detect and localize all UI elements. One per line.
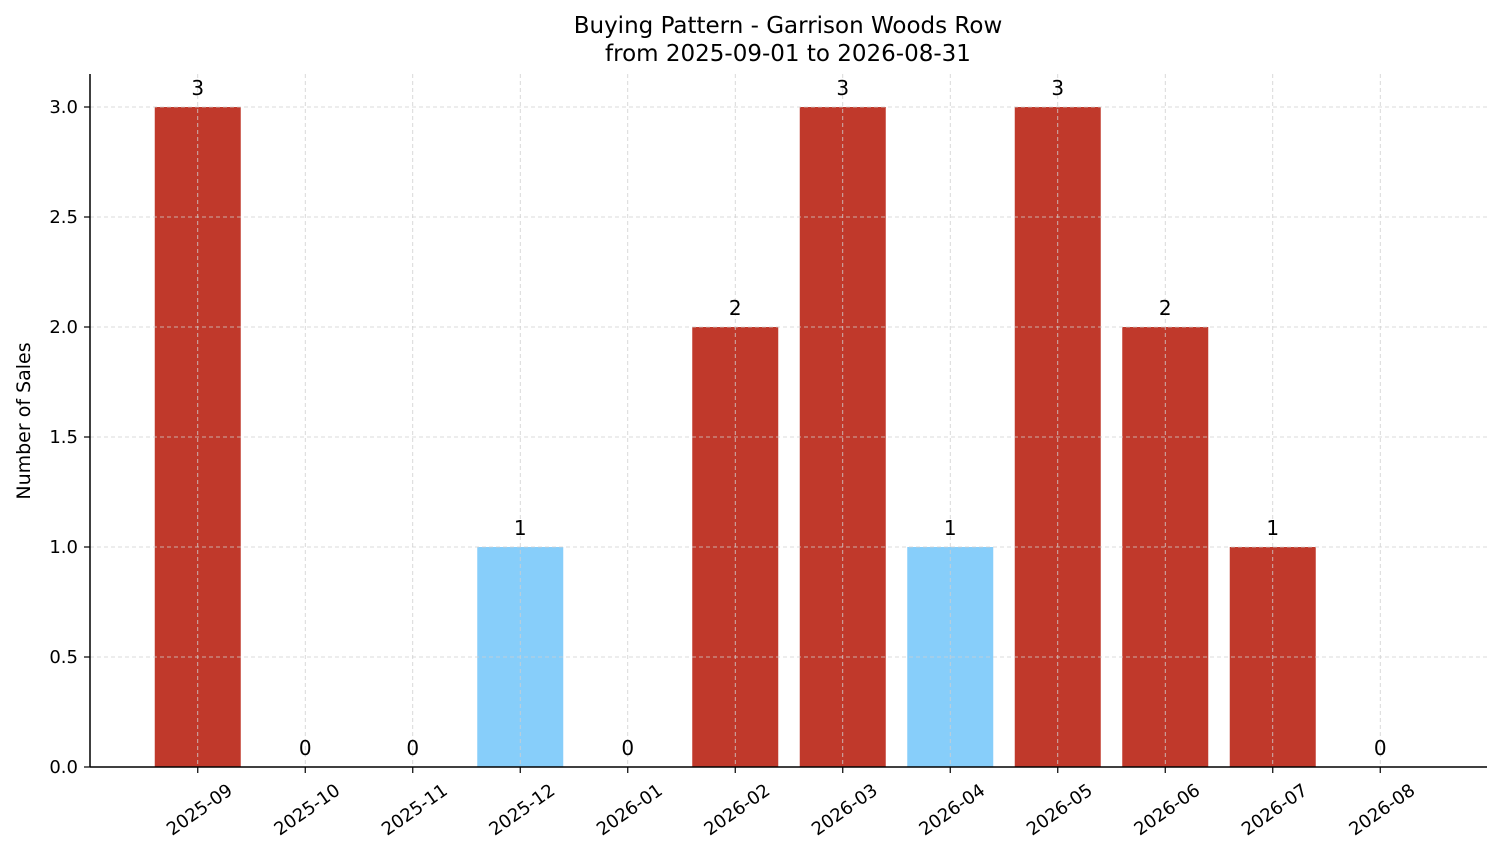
- data-label: 1: [1266, 516, 1279, 540]
- x-tick-label: 2026-08: [1345, 780, 1419, 840]
- y-tick-label: 2.0: [49, 317, 78, 338]
- data-label: 2: [1159, 296, 1172, 320]
- y-tick-label: 2.5: [49, 207, 78, 228]
- y-tick-label: 3.0: [49, 97, 78, 118]
- x-tick-label: 2025-11: [378, 780, 452, 840]
- x-tick-label: 2026-04: [915, 780, 989, 840]
- data-label: 1: [944, 516, 957, 540]
- x-tick-label: 2026-07: [1238, 780, 1312, 840]
- x-tick-label: 2025-09: [163, 780, 237, 840]
- x-tick-label: 2025-10: [270, 780, 344, 840]
- x-tick-label: 2026-05: [1023, 780, 1097, 840]
- data-label: 0: [406, 736, 419, 760]
- x-tick-label: 2026-03: [808, 780, 882, 840]
- y-tick-label: 0.5: [49, 647, 78, 668]
- y-tick-label: 0.0: [49, 757, 78, 778]
- chart-title: Buying Pattern - Garrison Woods Row: [574, 13, 1003, 39]
- data-label: 0: [1374, 736, 1387, 760]
- y-tick-label: 1.5: [49, 427, 78, 448]
- y-tick-label: 1.0: [49, 537, 78, 558]
- chart-subtitle: from 2025-09-01 to 2026-08-31: [605, 41, 971, 67]
- x-tick-label: 2026-02: [700, 780, 774, 840]
- data-labels: 3 0 0 1 0 2 3 1 3 2 1 0: [191, 76, 1386, 760]
- y-axis-label: Number of Sales: [13, 342, 35, 499]
- x-tick-label: 2026-06: [1130, 780, 1204, 840]
- data-label: 1: [514, 516, 527, 540]
- data-label: 0: [299, 736, 312, 760]
- data-label: 3: [836, 76, 849, 100]
- data-label: 3: [191, 76, 204, 100]
- x-tick-label: 2025-12: [485, 780, 559, 840]
- data-label: 0: [621, 736, 634, 760]
- data-label: 3: [1051, 76, 1064, 100]
- data-label: 2: [729, 296, 742, 320]
- x-tick-label: 2026-01: [593, 780, 667, 840]
